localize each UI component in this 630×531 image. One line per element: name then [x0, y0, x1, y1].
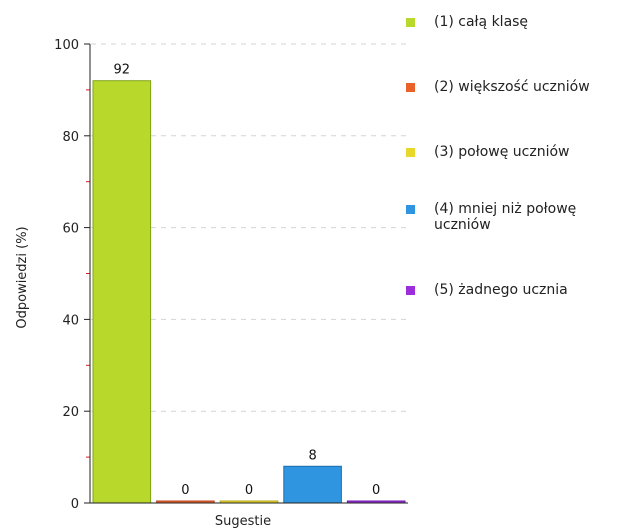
legend-label: (4) mniej niż połowę uczniów	[434, 201, 577, 233]
data-label: 92	[114, 63, 131, 78]
bar	[283, 465, 342, 504]
y-tick-label: 100	[54, 38, 79, 53]
data-label: 8	[308, 448, 316, 463]
y-axis-title: Odpowiedzi (%)	[15, 226, 30, 328]
legend: (1) całą klasę (2) większość uczniów (3) p…	[404, 14, 626, 298]
bar	[92, 80, 152, 504]
legend-swatch	[406, 148, 415, 157]
legend-label: (5) żadnego ucznia	[434, 282, 568, 298]
legend-label: (3) połowę uczniów	[434, 144, 570, 160]
y-tick-label: 60	[62, 222, 79, 237]
data-label: 0	[181, 483, 189, 498]
x-axis-title: Sugestie	[215, 514, 271, 529]
legend-label: (1) całą klasę	[434, 14, 529, 30]
y-axis-ticks: 0 20 40 60 80 100	[54, 38, 90, 512]
y-tick-label: 0	[71, 497, 79, 512]
legend-swatch	[406, 18, 415, 27]
data-label: 0	[245, 483, 253, 498]
legend-item: (3) połowę uczniów	[404, 144, 626, 160]
bars: 92 0 0 8 0	[92, 63, 406, 504]
legend-swatch	[406, 286, 415, 295]
legend-item: (1) całą klasę	[404, 14, 626, 30]
y-tick-label: 80	[62, 130, 79, 145]
legend-swatch	[406, 83, 415, 92]
legend-item: (2) większość uczniów	[404, 79, 626, 95]
legend-item: (4) mniej niż połowę uczniów	[404, 201, 626, 233]
data-label: 0	[372, 483, 380, 498]
y-tick-label: 40	[62, 313, 79, 328]
legend-item: (5) żadnego ucznia	[404, 282, 626, 298]
legend-label: (2) większość uczniów	[434, 79, 590, 95]
legend-swatch	[406, 205, 415, 214]
y-tick-label: 20	[62, 405, 79, 420]
